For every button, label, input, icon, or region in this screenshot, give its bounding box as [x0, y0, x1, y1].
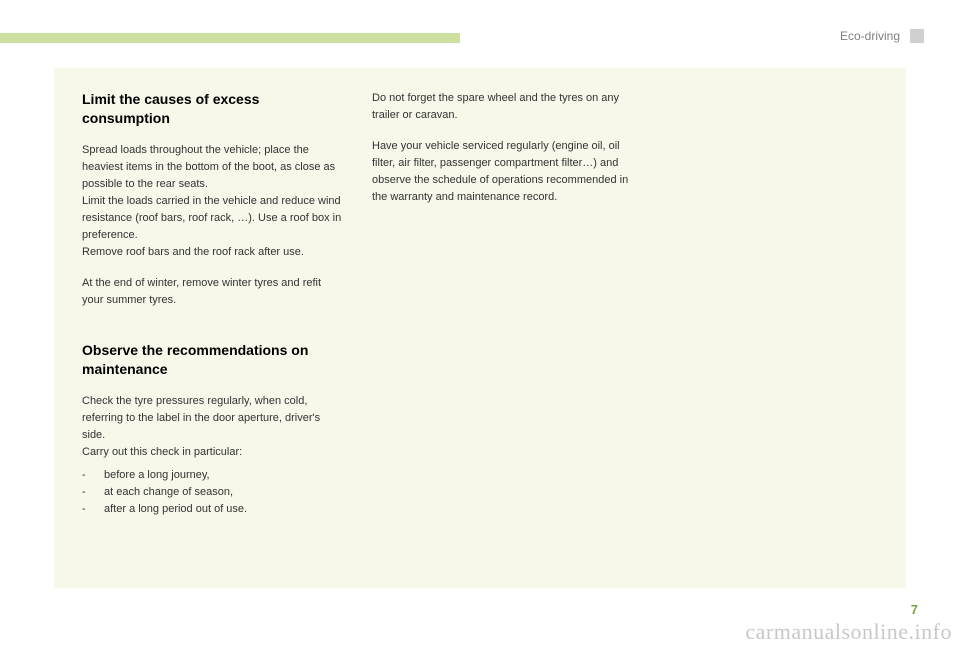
check-list: -before a long journey, -at each change … [82, 467, 342, 518]
column-wrap: Limit the causes of excess consumption S… [82, 90, 876, 532]
column-2: Do not forget the spare wheel and the ty… [372, 90, 632, 532]
section-label: Eco-driving [840, 29, 900, 43]
list-item-text: at each change of season, [104, 486, 233, 498]
content-panel: Limit the causes of excess consumption S… [54, 68, 906, 588]
para-spread-loads: Spread loads throughout the vehicle; pla… [82, 142, 342, 261]
header-color-bar [0, 33, 460, 43]
para-winter-tyres: At the end of winter, remove winter tyre… [82, 275, 342, 309]
list-item: -before a long journey, [82, 467, 342, 484]
page-root: Eco-driving Limit the causes of excess c… [0, 0, 960, 649]
list-item-text: before a long journey, [104, 469, 210, 481]
heading-limit-causes: Limit the causes of excess consumption [82, 90, 342, 128]
list-item: -at each change of season, [82, 484, 342, 501]
section-marker-box [910, 29, 924, 43]
para-tyre-pressures: Check the tyre pressures regularly, when… [82, 393, 342, 461]
watermark-text: carmanualsonline.info [745, 619, 952, 645]
para-service-regularly: Have your vehicle serviced regularly (en… [372, 138, 632, 206]
para-spare-wheel: Do not forget the spare wheel and the ty… [372, 90, 632, 124]
column-1: Limit the causes of excess consumption S… [82, 90, 342, 532]
heading-observe-maintenance: Observe the recommendations on maintenan… [82, 341, 342, 379]
list-item-text: after a long period out of use. [104, 503, 247, 515]
page-number: 7 [911, 602, 918, 617]
list-item: -after a long period out of use. [82, 501, 342, 518]
